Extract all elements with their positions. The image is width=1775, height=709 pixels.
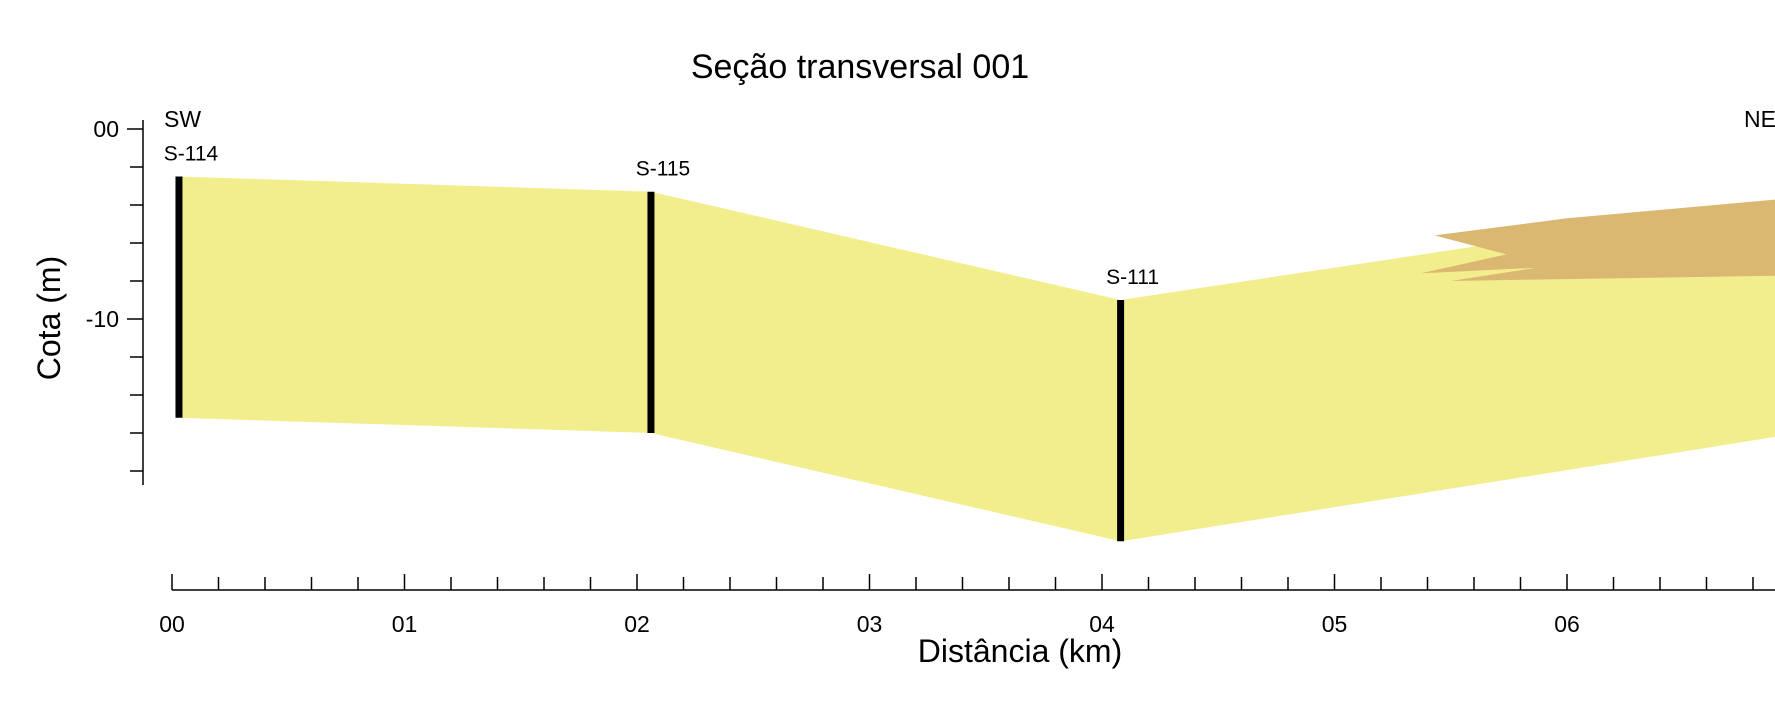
x-tick-label: 02 — [624, 611, 650, 637]
lens-unit — [1421, 197, 1775, 281]
unit-fill-S-115-S-111 — [651, 192, 1121, 542]
unit-fill-S-114-S-115 — [179, 177, 651, 434]
lens-unit-layer — [1421, 197, 1775, 281]
well-label-S-111: S-111 — [1106, 266, 1159, 289]
x-tick-label: 06 — [1554, 611, 1580, 637]
x-tick-label: 01 — [392, 611, 418, 637]
y-tick-label: 00 — [93, 116, 119, 142]
well-label-S-114: S-114 — [164, 143, 219, 166]
x-axis: 00 01 02 03 04 05 06 — [159, 574, 1775, 637]
x-tick-label: 05 — [1322, 611, 1348, 637]
direction-label-left: SW — [164, 106, 201, 132]
x-tick-label: 00 — [159, 611, 185, 637]
x-axis-label: Distância (km) — [918, 633, 1122, 669]
y-axis-label: Cota (m) — [31, 256, 67, 380]
chart-title: Seção transversal 001 — [691, 48, 1029, 86]
y-axis: 00 -10 — [86, 116, 143, 485]
y-tick-label: -10 — [86, 306, 119, 332]
x-tick-label: 03 — [857, 611, 883, 637]
well-label-S-115: S-115 — [636, 158, 690, 181]
direction-label-right: NE — [1744, 106, 1775, 132]
